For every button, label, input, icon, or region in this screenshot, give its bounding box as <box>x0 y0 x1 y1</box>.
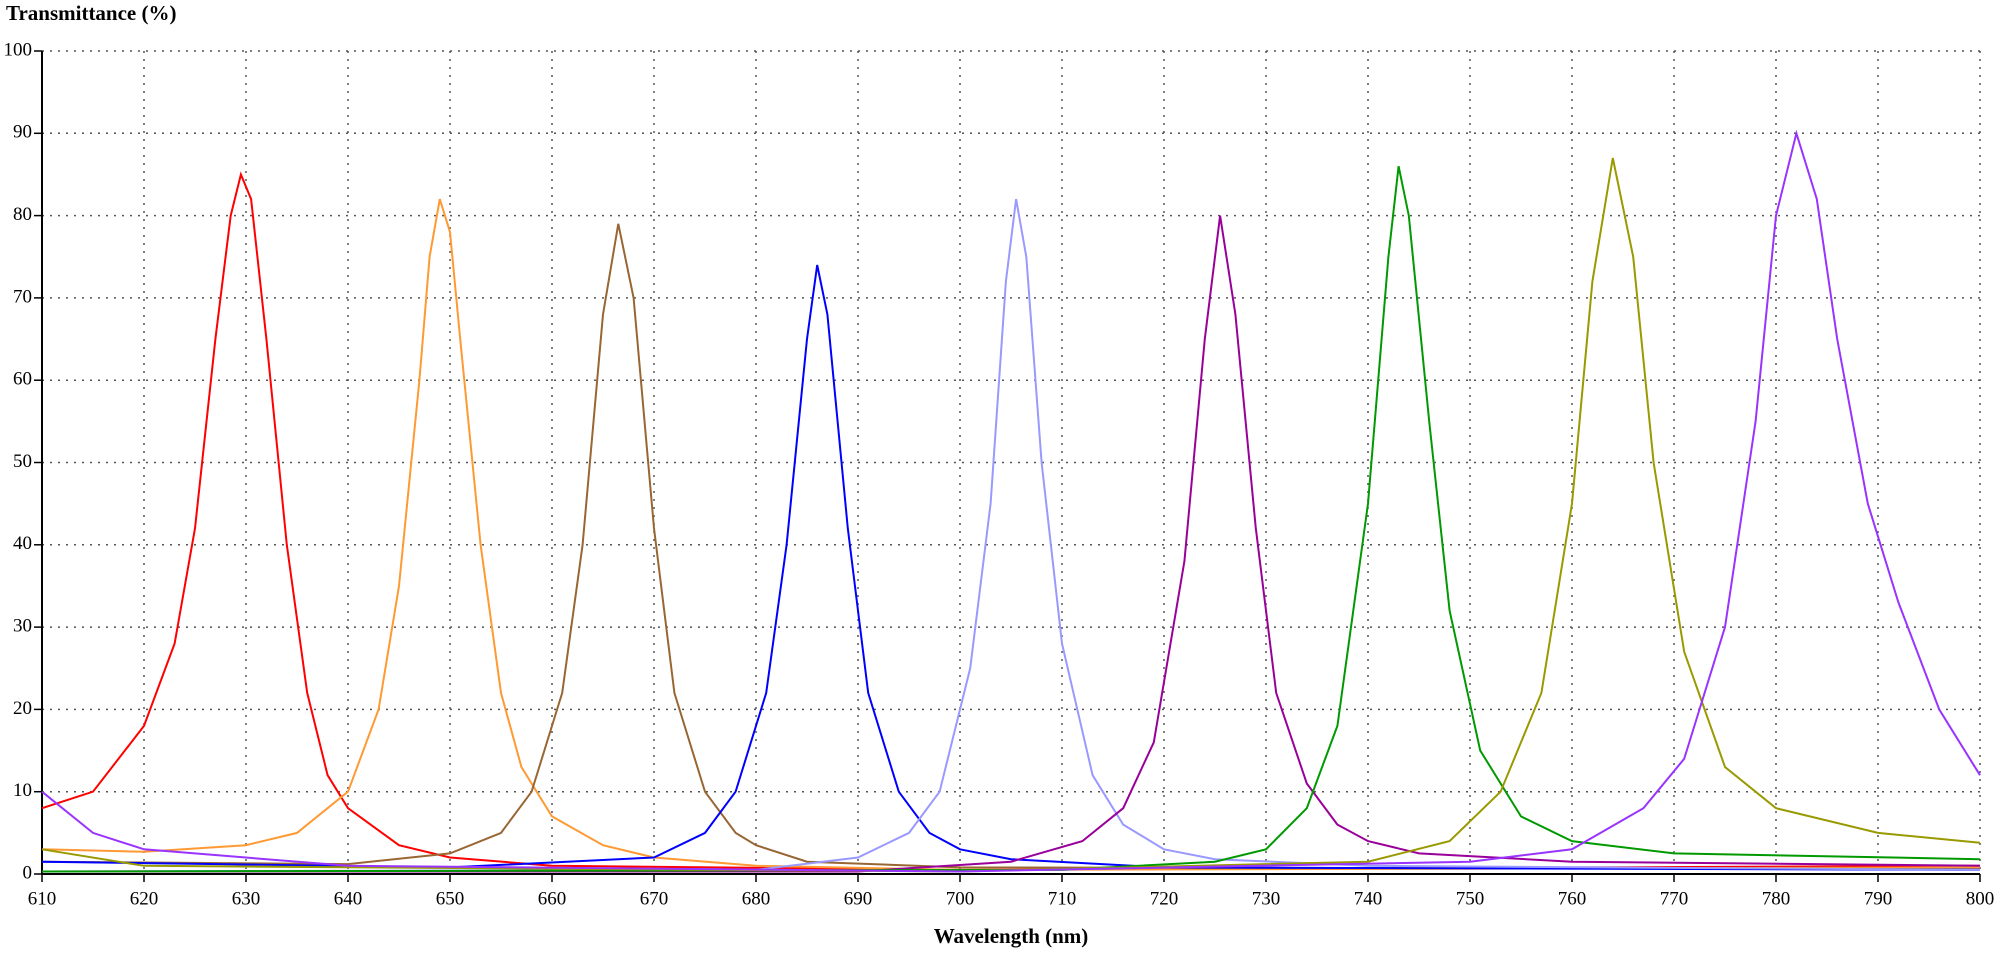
x-tick-label: 710 <box>1048 888 1077 909</box>
x-tick-label: 740 <box>1354 888 1383 909</box>
y-tick-label: 30 <box>13 615 32 636</box>
series-line <box>41 198 1981 871</box>
x-tick-label: 760 <box>1558 888 1587 909</box>
y-tick-label: 90 <box>13 122 32 143</box>
x-tick-label: 770 <box>1660 888 1689 909</box>
y-tick-label: 100 <box>4 39 33 60</box>
series-line <box>41 165 1981 873</box>
x-tick-label: 620 <box>130 888 159 909</box>
series-line <box>41 264 1981 871</box>
x-tick-label: 610 <box>28 888 57 909</box>
x-tick-label: 630 <box>232 888 261 909</box>
y-tick-label: 70 <box>13 286 32 307</box>
y-tick-label: 50 <box>13 451 32 472</box>
x-axis-title: Wavelength (nm) <box>934 924 1089 948</box>
y-tick-label: 0 <box>23 862 33 883</box>
x-tick-label: 700 <box>946 888 975 909</box>
x-tick-label: 690 <box>844 888 873 909</box>
series-line <box>41 198 1981 873</box>
series-line <box>41 157 1981 873</box>
x-tick-label: 780 <box>1762 888 1791 909</box>
x-tick-label: 650 <box>436 888 465 909</box>
x-tick-label: 670 <box>640 888 669 909</box>
x-tick-label: 800 <box>1966 888 1995 909</box>
y-tick-label: 40 <box>13 533 32 554</box>
y-tick-label: 60 <box>13 369 32 390</box>
x-tick-label: 790 <box>1864 888 1893 909</box>
series-line <box>41 223 1981 871</box>
y-tick-label: 20 <box>13 698 32 719</box>
x-tick-label: 750 <box>1456 888 1485 909</box>
x-tick-label: 730 <box>1252 888 1281 909</box>
y-tick-label: 10 <box>13 780 32 801</box>
x-tick-label: 640 <box>334 888 363 909</box>
x-tick-label: 660 <box>538 888 567 909</box>
series-line <box>41 171 1981 871</box>
y-tick-label: 80 <box>13 204 32 225</box>
series-line <box>41 129 1981 873</box>
y-axis-title: Transmittance (%) <box>6 1 177 25</box>
x-tick-label: 680 <box>742 888 771 909</box>
x-tick-label: 720 <box>1150 888 1179 909</box>
series-line <box>42 215 1981 873</box>
